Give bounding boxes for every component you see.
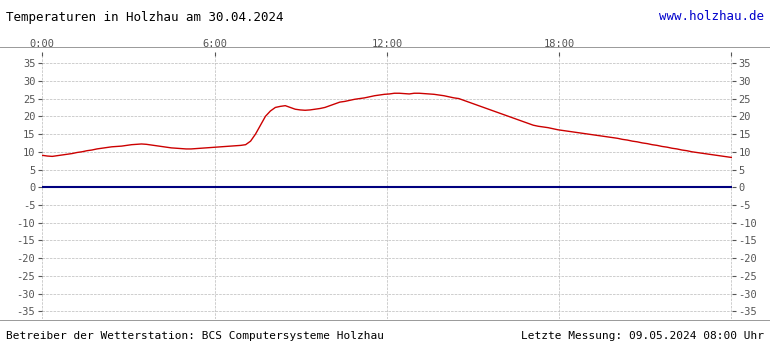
Text: Temperaturen in Holzhau am 30.04.2024: Temperaturen in Holzhau am 30.04.2024 [6, 10, 283, 23]
Text: Letzte Messung: 09.05.2024 08:00 Uhr: Letzte Messung: 09.05.2024 08:00 Uhr [521, 331, 764, 341]
Text: Betreiber der Wetterstation: BCS Computersysteme Holzhau: Betreiber der Wetterstation: BCS Compute… [6, 331, 384, 341]
Text: www.holzhau.de: www.holzhau.de [659, 10, 764, 23]
